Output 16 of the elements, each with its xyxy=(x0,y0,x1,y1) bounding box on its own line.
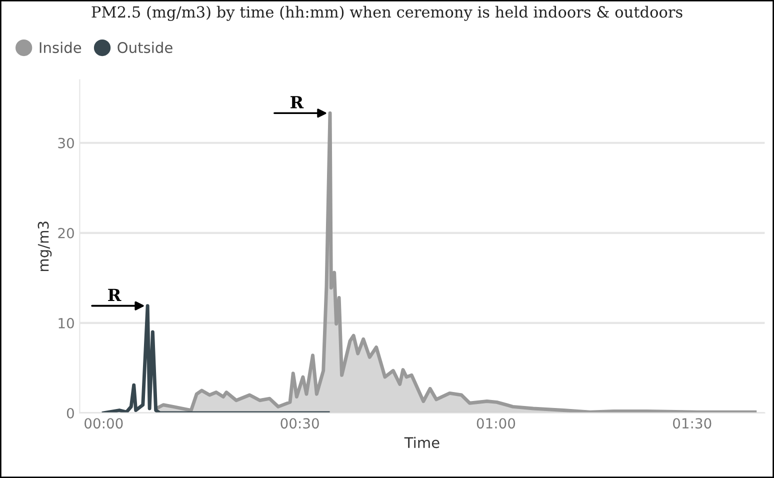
chart-title: PM2.5 (mg/m3) by time (hh:mm) when ceremony is held indoors & outdoors xyxy=(92,6,682,21)
y-tick-label: 30 xyxy=(58,138,74,148)
legend-label: Inside xyxy=(40,42,82,54)
line-series xyxy=(102,304,330,413)
x-axis-title: Time xyxy=(404,436,440,448)
annotation: R xyxy=(108,288,122,301)
x-tick-label: 01:00 xyxy=(476,418,516,429)
legend-label: Outside xyxy=(118,42,172,54)
annotation: R xyxy=(290,96,304,108)
x-tick-label: 00:30 xyxy=(280,418,319,429)
x-tick-label: 01:30 xyxy=(673,418,712,429)
y-tick-label: 0 xyxy=(66,408,74,418)
y-axis-title: mg/m3 xyxy=(38,222,52,272)
y-tick-label: 10 xyxy=(58,318,74,328)
x-tick-label: 00:00 xyxy=(84,418,123,429)
y-tick-label: 20 xyxy=(58,228,74,238)
